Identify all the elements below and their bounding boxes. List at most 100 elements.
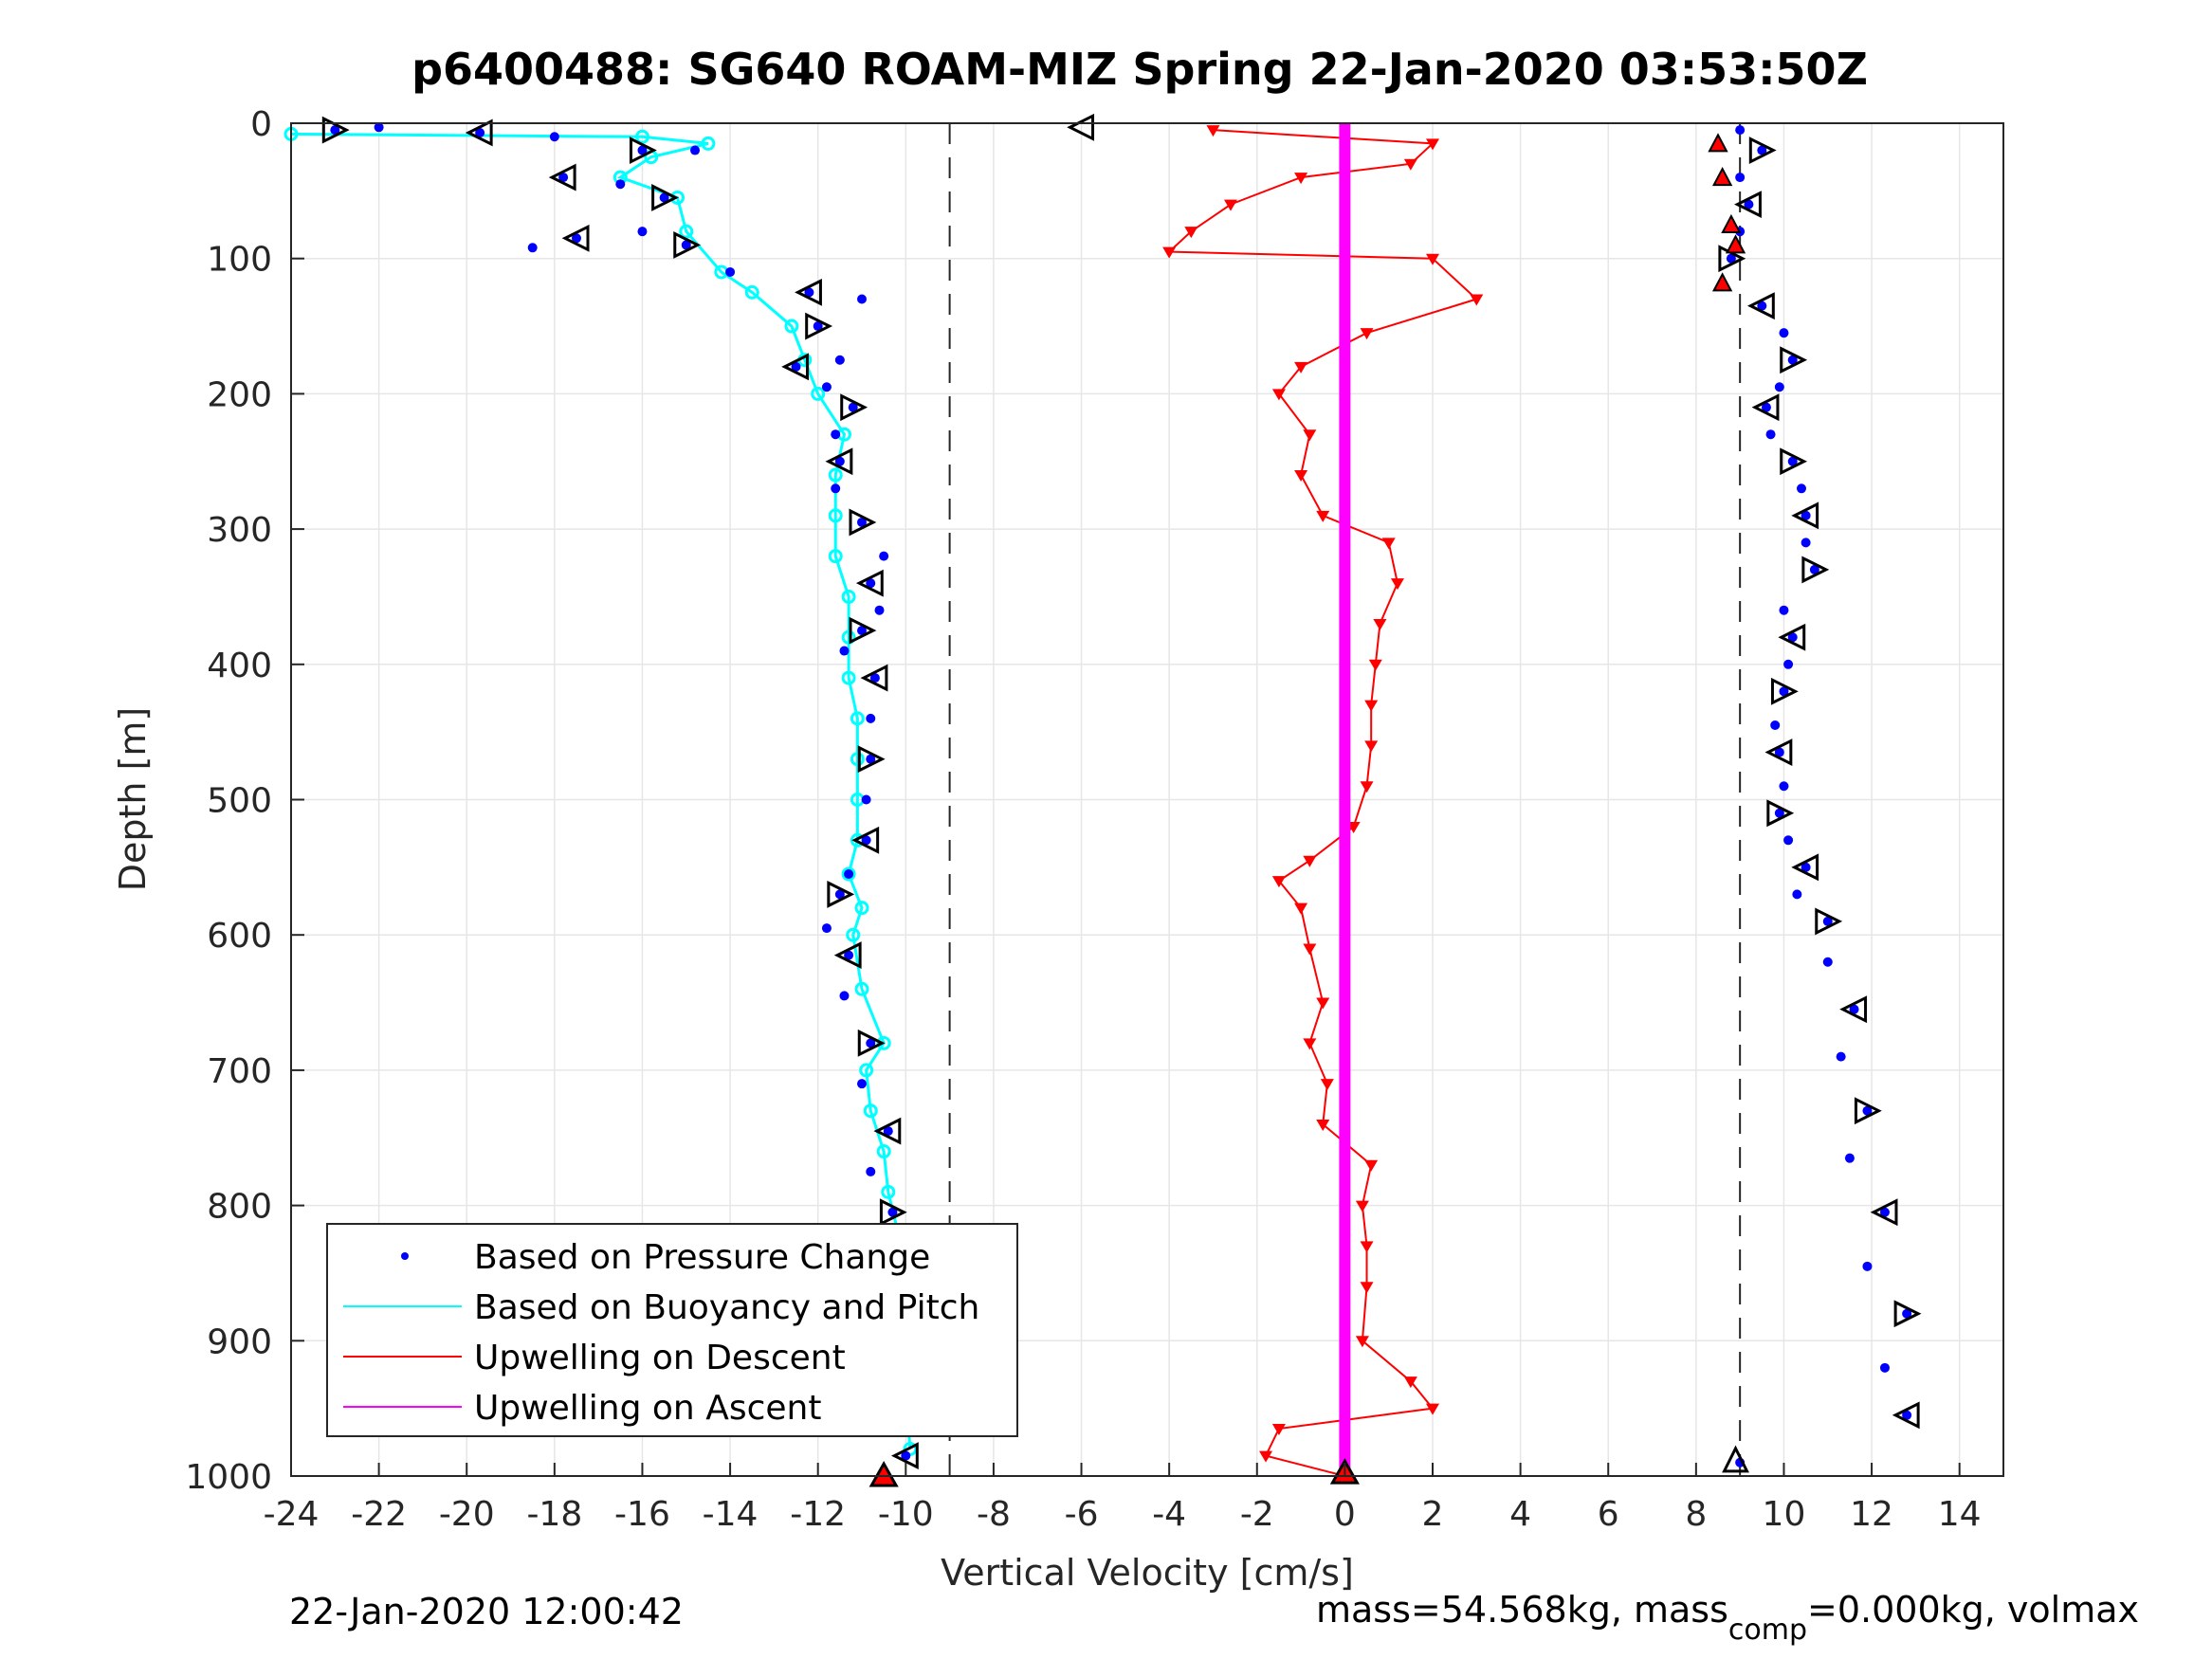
pressure-point — [1801, 862, 1811, 872]
pressure-triangle-marker — [833, 941, 862, 970]
x-tick-label: -20 — [439, 1495, 495, 1534]
pressure-point — [848, 402, 858, 412]
buoyancy-point — [828, 467, 843, 483]
buoyancy-point — [634, 129, 649, 144]
buoyancy-point — [850, 752, 865, 767]
pressure-point — [1779, 328, 1789, 338]
buoyancy-point — [846, 927, 861, 942]
pressure-point — [1809, 564, 1819, 574]
turning-markers — [868, 113, 1749, 1487]
x-tick-label: 10 — [1763, 1495, 1806, 1534]
pressure-point — [1902, 1308, 1912, 1319]
y-tick-label: 800 — [207, 1188, 272, 1227]
pressure-point — [834, 889, 845, 900]
upwelling-descent-point — [1223, 199, 1237, 211]
pressure-triangle-marker — [857, 1029, 886, 1057]
pressure-point — [725, 266, 736, 277]
upwelling-descent-point — [1271, 389, 1286, 401]
x-tick-label: -2 — [1240, 1495, 1274, 1534]
pressure-point — [1801, 538, 1811, 548]
pressure-point — [879, 551, 889, 561]
series-upwelling-on-descent — [1162, 125, 1484, 1483]
footer-timestamp: 22-Jan-2020 12:00:42 — [289, 1591, 684, 1632]
pressure-triangle-marker — [1791, 853, 1819, 882]
pressure-point — [1744, 199, 1754, 210]
upwelling-descent-point — [1271, 1424, 1286, 1436]
pressure-point — [659, 192, 669, 203]
buoyancy-point — [811, 386, 826, 401]
pressure-point — [869, 673, 880, 684]
pressure-triangle-marker — [1780, 346, 1808, 374]
upwelling-descent-point — [1381, 538, 1396, 550]
pressure-point — [901, 1450, 911, 1461]
upwelling-descent-point — [1162, 246, 1177, 259]
pressure-triangle-marker — [849, 616, 877, 645]
pressure-triangle-marker — [1778, 623, 1806, 651]
pressure-triangle-marker — [827, 880, 855, 908]
x-tick-label: 2 — [1422, 1495, 1444, 1534]
upwelling-descent-point — [1316, 510, 1330, 522]
upwelling-descent-point — [1316, 997, 1330, 1010]
pressure-triangle-marker — [1870, 1198, 1898, 1227]
pressure-triangle-marker — [1893, 1300, 1922, 1328]
y-tick-label: 100 — [207, 241, 272, 280]
pressure-point — [1761, 402, 1771, 412]
footer-mass-suffix: =0.000kg, volmax — [1807, 1589, 2139, 1631]
upwelling-descent-point — [1373, 618, 1387, 630]
buoyancy-point — [744, 284, 759, 300]
ascent-red-marker — [1711, 166, 1733, 187]
pressure-triangle-marker — [1780, 447, 1808, 476]
pressure-point — [1879, 1362, 1890, 1373]
pressure-point — [1862, 1261, 1873, 1271]
ascent-red-marker — [1708, 133, 1728, 153]
pressure-triangle-marker — [825, 447, 853, 476]
buoyancy-point — [850, 711, 865, 726]
upwelling-descent-point — [1403, 158, 1417, 171]
upwelling-descent-point — [1390, 578, 1404, 591]
pressure-triangle-marker — [857, 745, 886, 774]
y-tick-label: 500 — [207, 782, 272, 821]
upwelling-descent-point — [1303, 1038, 1317, 1050]
buoyancy-point — [881, 1184, 896, 1199]
upwelling-descent-point — [1320, 1079, 1334, 1091]
x-tick-label: -10 — [878, 1495, 934, 1534]
buoyancy-point — [854, 981, 869, 996]
pressure-point — [874, 605, 885, 615]
pressure-triangle-marker — [849, 508, 877, 537]
x-tick-label: -24 — [264, 1495, 320, 1534]
upwelling-descent-point — [1303, 429, 1317, 442]
upwelling-descent-point — [1303, 855, 1317, 867]
pressure-triangle-marker — [1764, 738, 1793, 766]
pressure-triangle-marker — [1839, 995, 1868, 1024]
pressure-point — [549, 132, 559, 142]
pressure-point — [1774, 747, 1784, 757]
y-tick-label: 1000 — [185, 1458, 272, 1497]
pressure-point — [1735, 125, 1746, 136]
pressure-point — [834, 456, 845, 466]
buoyancy-point — [876, 1144, 891, 1159]
pressure-triangle-marker — [795, 278, 822, 306]
x-tick-label: -8 — [977, 1495, 1011, 1534]
pressure-point — [1844, 1153, 1855, 1163]
pressure-point — [1779, 686, 1789, 697]
pressure-point — [1862, 1105, 1873, 1116]
pressure-point — [831, 429, 841, 440]
upwelling-descent-point — [1364, 700, 1379, 712]
pressure-point — [1783, 835, 1794, 846]
pressure-triangle-marker — [781, 353, 810, 381]
pressure-triangle-marker — [1748, 137, 1777, 164]
pressure-point — [821, 923, 832, 934]
pressure-triangle-marker — [1751, 393, 1780, 422]
y-tick-label: 400 — [207, 647, 272, 685]
pressure-point — [681, 240, 691, 250]
pressure-point — [475, 127, 485, 137]
upwelling-descent-point — [1355, 1336, 1369, 1348]
upwelling-descent-point — [1259, 1450, 1273, 1463]
buoyancy-point — [670, 190, 686, 205]
upwelling-descent-point — [1470, 294, 1484, 306]
x-tick-label: 12 — [1850, 1495, 1893, 1534]
buoyancy-point — [841, 866, 856, 882]
pressure-point — [844, 950, 854, 960]
pressure-point — [1787, 632, 1798, 643]
pressure-point — [527, 243, 538, 253]
